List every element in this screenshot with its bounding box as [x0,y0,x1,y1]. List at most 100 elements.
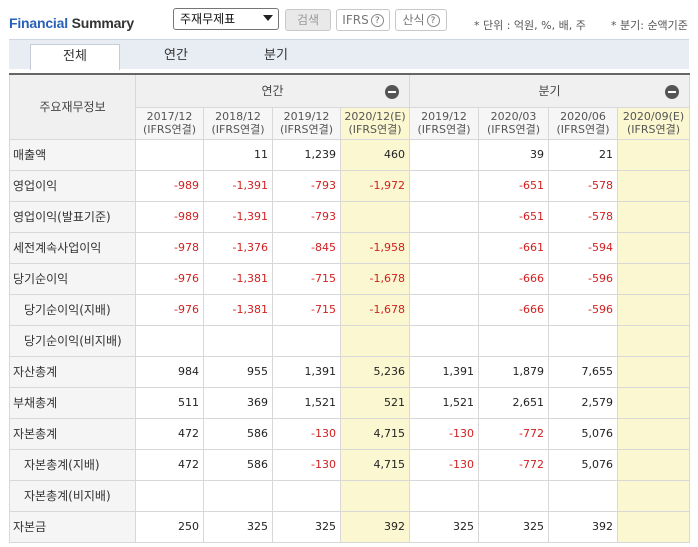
table-cell: -596 [548,262,618,295]
row-label: 자본총계(지배) [9,448,136,481]
column-basis: (IFRS연결) [279,123,334,136]
table-cell [617,293,690,326]
column-header: 2018/12 (IFRS연결) [203,106,273,140]
table-cell: 7,655 [548,355,618,388]
table-cell: -772 [478,448,549,481]
table-cell [340,200,410,233]
table-cell: 325 [203,510,273,543]
table-cell [617,324,690,357]
column-header: 2020/06 (IFRS연결) [548,106,618,140]
table-cell: -845 [272,231,341,264]
table-cell: 1,391 [409,355,479,388]
table-cell: -130 [272,417,341,450]
table-cell: 11 [203,138,273,171]
table-cell [548,479,618,512]
table-row: 부채총계 511 369 1,521 521 1,521 2,651 2,579 [9,386,690,419]
table-cell: 325 [272,510,341,543]
financial-summary-table: 주요재무정보 연간 분기 2017/12 (IFRS연결) 2018/12 (IFRS… [9,73,690,543]
column-header: 2020/03 (IFRS연결) [478,106,549,140]
search-button[interactable]: 검색 [285,9,331,31]
table-cell: 5,236 [340,355,410,388]
chevron-down-icon [263,15,273,21]
table-row: 매출액 11 1,239 460 39 21 [9,138,690,171]
table-cell: -976 [135,293,204,326]
column-header: 2017/12 (IFRS연결) [135,106,204,140]
header-bar: Financial Summary 주재무제표 검색 IFRS? 산식? * 단… [0,0,698,40]
table-cell: 1,239 [272,138,341,171]
column-header: 2020/09(E) (IFRS연결) [617,106,690,140]
table-cell: 2,651 [478,386,549,419]
table-cell: -666 [478,262,549,295]
table-cell: -1,381 [203,262,273,295]
column-basis: (IFRS연결) [348,123,402,136]
table-cell: 5,076 [548,448,618,481]
table-cell [617,169,690,202]
table-cell [272,324,341,357]
table-cell: 21 [548,138,618,171]
table-row: 자본총계(비지배) [9,479,690,512]
tab-all[interactable]: 전체 [30,44,120,70]
table-row: 자산총계 984 955 1,391 5,236 1,391 1,879 7,655 [9,355,690,388]
table-cell [409,138,479,171]
table-cell: 325 [409,510,479,543]
table-cell [617,448,690,481]
question-icon: ? [426,14,440,27]
table-row: 영업이익(발표기준) -989 -1,391 -793 -651 -578 [9,200,690,233]
row-label: 부채총계 [9,386,136,419]
table-cell: -651 [478,169,549,202]
calc-label: 산식 [402,13,425,27]
question-icon: ? [370,14,384,27]
column-basis: (IFRS연결) [556,123,610,136]
table-cell: -661 [478,231,549,264]
table-cell: -989 [135,200,204,233]
quarterly-group-header: 분기 [409,73,690,108]
table-cell: -715 [272,262,341,295]
table-cell [409,293,479,326]
annual-group-header: 연간 [135,73,410,108]
column-period: 2020/03 [490,110,537,123]
collapse-annual-icon[interactable] [385,85,399,99]
table-cell: -715 [272,293,341,326]
table-cell: 472 [135,448,204,481]
table-cell [617,231,690,264]
table-cell: 2,579 [548,386,618,419]
table-cell: 4,715 [340,417,410,450]
quarterly-group-label: 분기 [538,84,561,99]
column-basis: (IFRS연결) [486,123,541,136]
tab-quarterly[interactable]: 분기 [264,48,288,63]
ifrs-help-button[interactable]: IFRS? [336,9,390,31]
column-period: 2017/12 [146,110,193,123]
column-basis: (IFRS연결) [626,123,681,136]
collapse-quarterly-icon[interactable] [665,85,679,99]
table-cell: 955 [203,355,273,388]
table-row: 자본총계 472 586 -130 4,715 -130 -772 5,076 [9,417,690,450]
table-cell: -578 [548,200,618,233]
table-cell: 39 [478,138,549,171]
row-label: 당기순이익(지배) [9,293,136,326]
annual-group-label: 연간 [261,84,284,99]
table-cell: -1,972 [340,169,410,202]
table-cell [478,479,549,512]
row-label: 당기순이익 [9,262,136,295]
column-period: 2020/12(E) [344,110,406,123]
table-row: 영업이익 -989 -1,391 -793 -1,972 -651 -578 [9,169,690,202]
table-cell [409,324,479,357]
table-cell [409,169,479,202]
table-cell: 392 [340,510,410,543]
column-period: 2020/09(E) [622,110,685,123]
table-cell [617,355,690,388]
table-cell [478,324,549,357]
column-period: 2019/12 [283,110,330,123]
table-cell: 1,879 [478,355,549,388]
column-header: 2019/12 (IFRS연결) [409,106,479,140]
formula-help-button[interactable]: 산식? [395,9,447,31]
statement-type-select[interactable]: 주재무제표 [173,8,279,30]
unit-note: * 단위 : 억원, %, 배, 주 [474,19,586,32]
column-period: 2020/06 [560,110,606,123]
table-cell [409,479,479,512]
table-cell: 472 [135,417,204,450]
table-cell: -1,381 [203,293,273,326]
column-basis: (IFRS연결) [417,123,471,136]
row-label: 자본금 [9,510,136,543]
tab-annual[interactable]: 연간 [164,48,188,63]
